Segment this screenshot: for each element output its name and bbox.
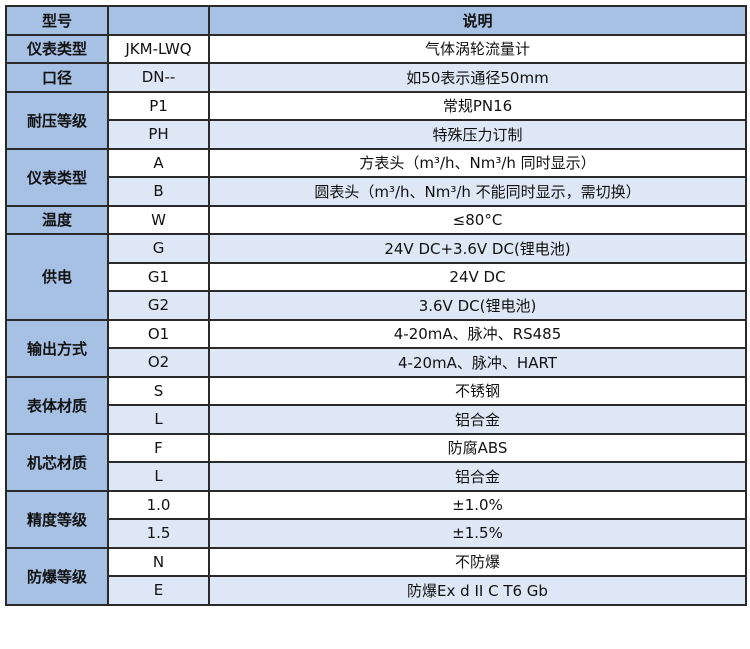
option-code: G1	[107, 261, 210, 292]
table-row: 1.5 ±1.5%	[6, 518, 747, 549]
group-label: 供电	[5, 233, 109, 321]
option-description: 防爆Ex d II C T6 Gb	[208, 575, 747, 606]
option-description: ≤80°C	[208, 204, 747, 235]
option-description: 24V DC	[208, 261, 747, 292]
table-row: O2 4-20mA、脉冲、HART	[6, 347, 747, 378]
option-description: 不防爆	[208, 546, 747, 577]
header-description: 说明	[208, 5, 747, 36]
group-label: 表体材质	[5, 375, 109, 435]
option-code: DN--	[107, 62, 210, 93]
option-code: PH	[107, 119, 210, 150]
table-row: 输出方式 O1 4-20mA、脉冲、RS485	[5, 318, 747, 378]
group-label: 输出方式	[5, 318, 109, 378]
option-code: S	[107, 375, 210, 406]
table-row: G1 24V DC	[6, 261, 747, 292]
group-label: 耐压等级	[5, 90, 109, 150]
group-label: 口径	[5, 62, 109, 93]
option-code: F	[107, 432, 210, 463]
group-label: 仪表类型	[5, 33, 109, 64]
group-label: 防爆等级	[5, 546, 109, 606]
option-description: 铝合金	[208, 404, 747, 435]
table-row: 防爆等级 N 不防爆	[5, 546, 747, 606]
option-description: 24V DC+3.6V DC(锂电池)	[208, 233, 747, 264]
option-code: P1	[107, 90, 210, 121]
header-model: 型号	[5, 5, 109, 36]
table-row: 口径 DN-- 如50表示通径50mm	[5, 62, 747, 93]
option-code: L	[107, 461, 210, 492]
table-row: G2 3.6V DC(锂电池)	[6, 290, 747, 321]
option-description: ±1.0%	[208, 489, 747, 520]
option-description: 4-20mA、脉冲、HART	[208, 347, 747, 378]
option-description: 铝合金	[208, 461, 747, 492]
option-code: 1.5	[107, 518, 210, 549]
option-description: 常规PN16	[208, 90, 747, 121]
option-code: L	[107, 404, 210, 435]
group-label: 机芯材质	[5, 432, 109, 492]
option-code: W	[107, 204, 210, 235]
table-row: 精度等级 1.0 ±1.0%	[5, 489, 747, 549]
header-code	[107, 5, 210, 36]
table-row: E 防爆Ex d II C T6 Gb	[6, 575, 747, 606]
group-label: 仪表类型	[5, 147, 109, 207]
table-row: 温度 W ≤80°C	[5, 204, 747, 235]
group-label: 温度	[5, 204, 109, 235]
option-description: 特殊压力订制	[208, 119, 747, 150]
table-row: 仪表类型 JKM-LWQ 气体涡轮流量计	[5, 33, 747, 64]
table-row: 耐压等级 P1 常规PN16	[5, 90, 747, 150]
table-row: 仪表类型 A 方表头（m³/h、Nm³/h 同时显示）	[5, 147, 747, 207]
option-description: 方表头（m³/h、Nm³/h 同时显示）	[208, 147, 747, 178]
option-code: 1.0	[107, 489, 210, 520]
option-description: 防腐ABS	[208, 432, 747, 463]
model-spec-table: 型号 说明 仪表类型 JKM-LWQ 气体涡轮流量计 口径 DN-- 如50表示通径50m…	[5, 5, 747, 606]
option-description: 气体涡轮流量计	[208, 33, 747, 64]
option-description: 3.6V DC(锂电池)	[208, 290, 747, 321]
option-description: 如50表示通径50mm	[208, 62, 747, 93]
option-description: ±1.5%	[208, 518, 747, 549]
option-code: N	[107, 546, 210, 577]
option-code: O1	[107, 318, 210, 349]
option-description: 不锈钢	[208, 375, 747, 406]
table-row: 表体材质 S 不锈钢	[5, 375, 747, 435]
option-description: 圆表头（m³/h、Nm³/h 不能同时显示，需切换）	[208, 176, 747, 207]
option-code: G2	[107, 290, 210, 321]
option-code: O2	[107, 347, 210, 378]
table-row: 机芯材质 F 防腐ABS	[5, 432, 747, 492]
option-code: JKM-LWQ	[107, 33, 210, 64]
option-code: G	[107, 233, 210, 264]
table-row: PH 特殊压力订制	[6, 119, 747, 150]
group-label: 精度等级	[5, 489, 109, 549]
header-row: 型号 说明	[5, 5, 747, 36]
table-row: L 铝合金	[6, 404, 747, 435]
option-code: E	[107, 575, 210, 606]
table-row: 供电 G 24V DC+3.6V DC(锂电池)	[5, 233, 747, 321]
option-code: B	[107, 176, 210, 207]
option-description: 4-20mA、脉冲、RS485	[208, 318, 747, 349]
table-row: B 圆表头（m³/h、Nm³/h 不能同时显示，需切换）	[6, 176, 747, 207]
option-code: A	[107, 147, 210, 178]
table-row: L 铝合金	[6, 461, 747, 492]
